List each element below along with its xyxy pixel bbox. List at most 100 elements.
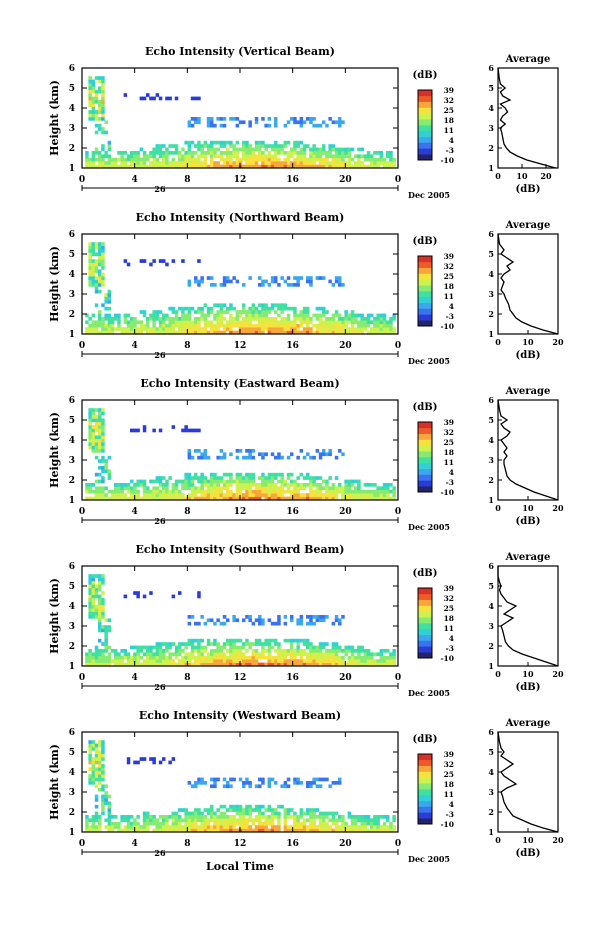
heatmap-cell	[296, 642, 300, 646]
heatmap-cell	[206, 808, 211, 812]
heatmap-cell	[258, 804, 262, 809]
heatmap-cell	[248, 310, 252, 314]
heatmap-cell	[344, 493, 348, 497]
heatmap-cell	[85, 161, 89, 165]
heatmap-cell	[149, 645, 153, 650]
heatmap-cell	[184, 659, 188, 663]
colorbar-tick-label: -10	[440, 488, 454, 497]
heatmap-cell	[350, 489, 355, 494]
heatmap-cell	[133, 760, 137, 765]
heatmap-cell	[290, 615, 294, 619]
heatmap-cell	[350, 496, 355, 501]
heatmap-cell	[373, 151, 377, 155]
heatmap-cell	[126, 154, 131, 159]
heatmap-cell	[232, 164, 236, 169]
heatmap-cell	[312, 649, 316, 653]
heatmap-cell	[91, 615, 96, 619]
heatmap-cell	[264, 123, 268, 128]
heatmap-cell	[213, 483, 217, 487]
heatmap-cell	[293, 317, 297, 321]
heatmap-cell	[152, 164, 156, 169]
heatmap-cell	[235, 618, 240, 623]
heatmap-cell	[331, 164, 336, 169]
heatmap-cell	[293, 144, 297, 148]
heatmap-cell	[366, 157, 371, 162]
heatmap-cell	[219, 306, 224, 311]
heatmap-cell	[226, 279, 230, 284]
heatmap-cell	[178, 323, 182, 328]
heatmap-cell	[91, 767, 96, 772]
colorbar-tick-label: 25	[444, 604, 454, 613]
heatmap-cell	[338, 825, 342, 829]
heatmap-cell	[331, 489, 336, 494]
heatmap-cell	[98, 157, 102, 162]
heatmap-cell	[242, 144, 246, 148]
heatmap-cell	[181, 320, 185, 325]
heatmap-cell	[222, 140, 227, 145]
heatmap-cell	[328, 154, 332, 159]
heatmap-cell	[101, 255, 105, 260]
heatmap-cell	[309, 621, 313, 626]
heatmap-cell	[363, 489, 368, 494]
heatmap-cell	[107, 662, 112, 667]
heatmap-cell	[171, 161, 176, 165]
heatmap-cell	[258, 276, 262, 280]
heatmap-cell	[302, 828, 307, 833]
heatmap-cell	[162, 313, 166, 318]
heatmap-cell	[344, 662, 348, 667]
heatmap-cell	[184, 320, 188, 325]
heatmap-cell	[312, 496, 316, 501]
heatmap-cell	[258, 140, 262, 145]
avg-y-tick-label: 5	[488, 249, 494, 259]
heatmap-cell	[155, 164, 160, 169]
heatmap-cell	[168, 330, 172, 335]
heatmap-cell	[91, 764, 96, 768]
heatmap-cell	[267, 808, 272, 812]
heatmap-cell	[341, 496, 345, 501]
heatmap-cell	[386, 327, 390, 331]
heatmap-cell	[165, 151, 169, 155]
heatmap-cell	[386, 818, 390, 823]
heatmap-cell	[280, 659, 284, 663]
heatmap-cell	[181, 655, 185, 660]
heatmap-cell	[341, 659, 345, 663]
heatmap-cell	[296, 821, 300, 826]
heatmap-cell	[94, 113, 99, 118]
heatmap-cell	[104, 462, 108, 467]
heatmap-cell	[219, 662, 224, 667]
heatmap-cell	[174, 493, 179, 497]
heatmap-cell	[219, 313, 224, 318]
heatmap-cell	[88, 574, 92, 578]
colorbar-swatch	[418, 754, 432, 761]
average-title: Average	[505, 552, 551, 563]
heatmap-cell	[299, 157, 304, 162]
heatmap-cell	[168, 489, 172, 494]
heatmap-cell	[88, 103, 92, 108]
heatmap-cell	[347, 811, 352, 816]
heatmap-cell	[194, 327, 198, 331]
heatmap-cell	[155, 828, 160, 833]
heatmap-cell	[318, 327, 323, 331]
heatmap-cell	[226, 147, 230, 152]
heatmap-cell	[264, 638, 268, 643]
heatmap-cell	[197, 476, 201, 480]
heatmap-cell	[270, 621, 275, 626]
heatmap-cell	[306, 323, 310, 328]
heatmap-cell	[98, 825, 102, 829]
heatmap-cell	[94, 252, 99, 257]
heatmap-cell	[248, 483, 252, 487]
heatmap-cell	[325, 652, 329, 657]
heatmap-cell	[181, 147, 185, 152]
heatmap-cell	[222, 144, 227, 148]
heatmap-cell	[178, 327, 182, 331]
heatmap-cell	[366, 821, 371, 826]
heatmap-cell	[203, 327, 208, 331]
colorbar-tick-label: 32	[444, 428, 454, 437]
heatmap-cell	[146, 330, 150, 335]
heatmap-cell	[302, 811, 307, 816]
heatmap-cell	[219, 157, 224, 162]
heatmap-cell	[107, 157, 112, 162]
heatmap-cell	[94, 408, 99, 412]
heatmap-cell	[94, 320, 99, 325]
heatmap-cell	[325, 452, 329, 457]
